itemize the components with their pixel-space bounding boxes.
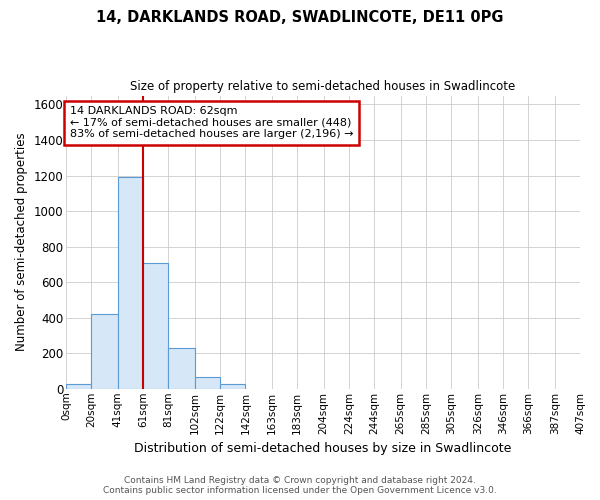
Bar [143, 262, 169, 389]
Title: Size of property relative to semi-detached houses in Swadlincote: Size of property relative to semi-detach… [130, 80, 515, 93]
Bar [220, 384, 245, 389]
Text: Contains HM Land Registry data © Crown copyright and database right 2024.
Contai: Contains HM Land Registry data © Crown c… [103, 476, 497, 495]
Bar [169, 348, 195, 389]
Text: 14 DARKLANDS ROAD: 62sqm
← 17% of semi-detached houses are smaller (448)
83% of : 14 DARKLANDS ROAD: 62sqm ← 17% of semi-d… [70, 106, 353, 140]
X-axis label: Distribution of semi-detached houses by size in Swadlincote: Distribution of semi-detached houses by … [134, 442, 512, 455]
Bar [118, 178, 143, 389]
Bar [195, 377, 220, 389]
Text: 14, DARKLANDS ROAD, SWADLINCOTE, DE11 0PG: 14, DARKLANDS ROAD, SWADLINCOTE, DE11 0P… [96, 10, 504, 25]
Bar [91, 314, 118, 389]
Y-axis label: Number of semi-detached properties: Number of semi-detached properties [15, 133, 28, 352]
Bar [66, 384, 91, 389]
